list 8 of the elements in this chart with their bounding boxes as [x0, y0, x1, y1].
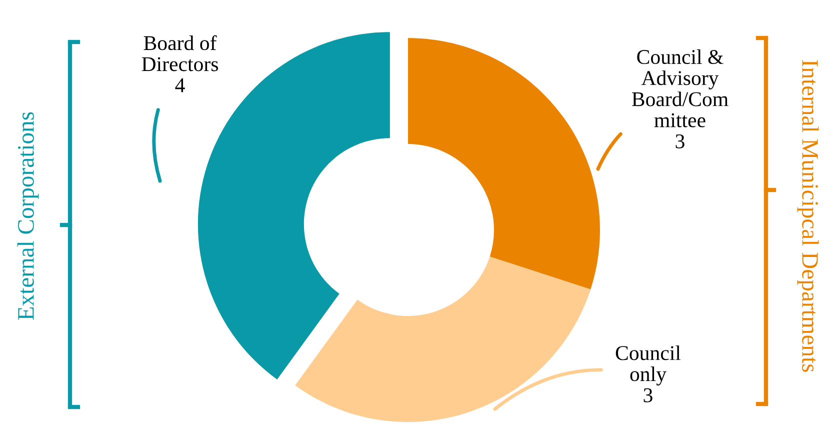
- data-label: 3: [644, 388, 652, 402]
- slice-label: Council & Advisory Board/Committee: [632, 49, 728, 128]
- text: Internal Municipcal Departments: [797, 60, 819, 372]
- slice-label: Council only: [616, 345, 681, 386]
- data-label: 4: [175, 78, 185, 92]
- text: External Corporations: [17, 112, 39, 320]
- data-label: 3: [676, 134, 684, 148]
- slice-label: Board of Directors: [142, 35, 218, 72]
